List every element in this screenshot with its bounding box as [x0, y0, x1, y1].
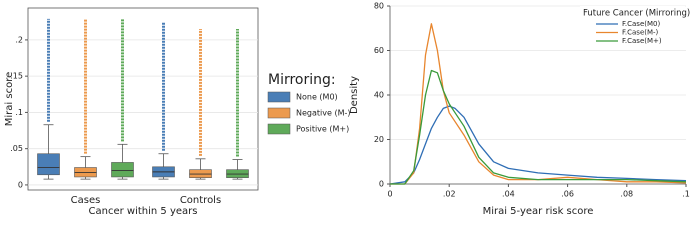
legend-label: F.Case(M-): [622, 29, 659, 37]
legend-title: Future Cancer (Mirroring): [583, 9, 690, 19]
x-tick-label: Controls: [180, 195, 221, 206]
y-axis-label: Mirai score: [4, 72, 15, 126]
chart: 0 .05 .1 .15 .2 Mirai score Cancer within 5 ye…: [4, 2, 690, 218]
x-tick-label: Cases: [71, 195, 101, 206]
density-line: [390, 69, 687, 185]
y-tick-label: 20: [374, 135, 384, 144]
y-tick-label: 0: [18, 180, 23, 189]
y-tick-label: .15: [10, 72, 23, 81]
box: [111, 162, 134, 178]
legend-swatch: [267, 123, 291, 135]
x-tick-label: .08: [620, 190, 633, 199]
density-line: [389, 105, 687, 185]
box: [37, 153, 60, 176]
y-tick-label: 40: [374, 91, 384, 100]
legend-swatch: [267, 107, 291, 119]
x-tick-label: 0: [387, 190, 392, 199]
y-axis-label: Density: [349, 76, 360, 114]
x-axis-label: Cancer within 5 years: [89, 206, 198, 217]
plot-area: [27, 7, 259, 191]
legend-label: F.Case(M+): [622, 37, 662, 45]
legend-label: Negative (M-): [296, 109, 350, 118]
x-tick-label: .02: [443, 190, 456, 199]
y-tick-label: 60: [374, 46, 384, 55]
y-tick-label: .1: [15, 108, 23, 117]
y-tick-label: .05: [10, 144, 23, 153]
legend-label: Positive (M+): [296, 125, 349, 134]
x-tick-label: .1: [682, 190, 690, 199]
legend-title: Mirroring:: [268, 72, 336, 88]
legend-label: None (M0): [296, 93, 338, 102]
y-tick-label: 0: [379, 180, 384, 189]
y-tick-label: .2: [15, 35, 23, 44]
legend-label: F.Case(M0): [622, 20, 660, 28]
y-tick-label: 80: [374, 2, 384, 11]
x-axis-label: Mirai 5-year risk score: [483, 206, 594, 217]
legend-swatch: [267, 91, 291, 103]
x-tick-label: .06: [561, 190, 574, 199]
x-tick-label: .04: [502, 190, 515, 199]
